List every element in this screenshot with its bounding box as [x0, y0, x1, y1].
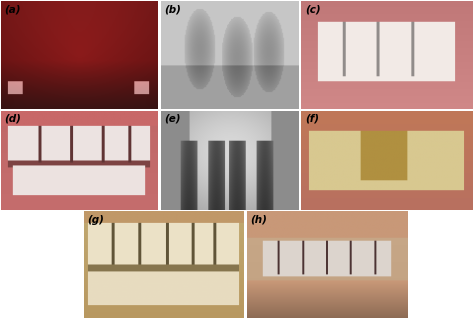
Text: (g): (g): [88, 215, 104, 225]
Text: (h): (h): [250, 215, 267, 225]
Text: (e): (e): [164, 114, 181, 124]
Text: (c): (c): [305, 4, 320, 14]
Text: (d): (d): [5, 114, 21, 124]
Text: (a): (a): [5, 4, 21, 14]
Text: (b): (b): [164, 4, 181, 14]
Text: (f): (f): [305, 114, 319, 124]
